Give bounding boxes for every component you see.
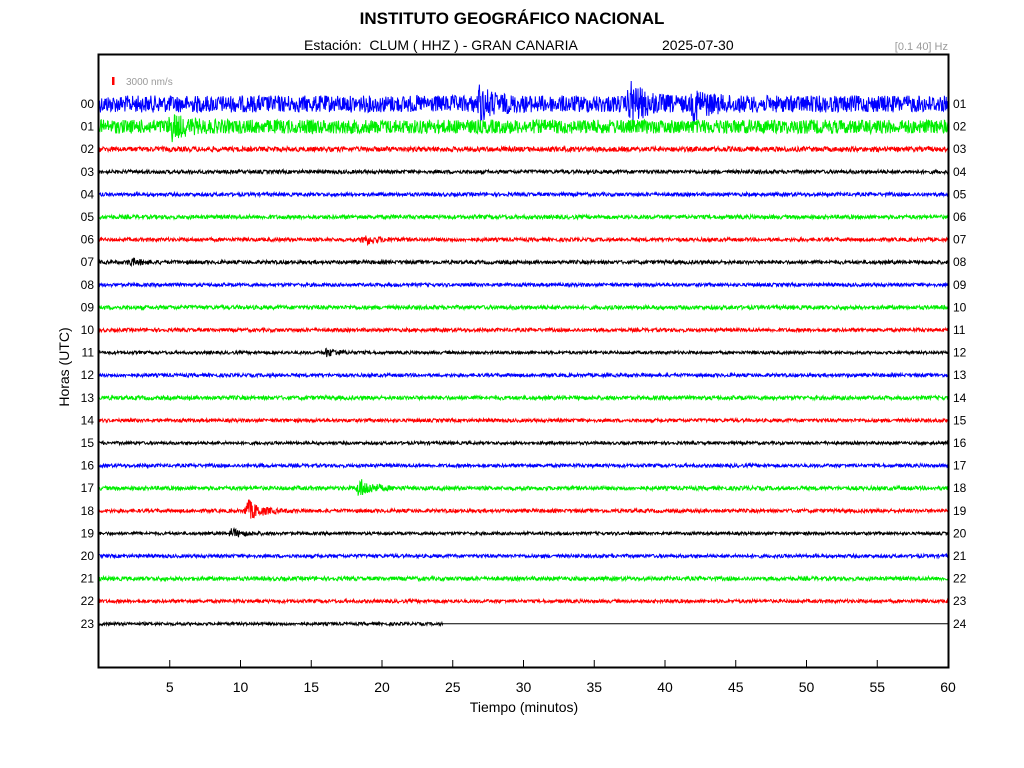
- x-tick-label: 20: [374, 679, 390, 695]
- x-tick-label: 10: [233, 679, 249, 695]
- trace-hour-12: [98, 371, 949, 379]
- trace-hour-21: [98, 574, 949, 583]
- amplitude-scale: 3000 nm/s: [112, 77, 173, 88]
- trace-hour-19: [98, 527, 949, 538]
- left-hour-label: 08: [81, 278, 95, 292]
- x-tick-label: 50: [799, 679, 815, 695]
- right-hour-label: 06: [953, 210, 967, 224]
- trace-hour-08: [98, 281, 949, 289]
- trace-hour-17: [98, 479, 949, 496]
- trace-hour-07: [98, 257, 949, 268]
- right-hour-label: 21: [953, 549, 967, 563]
- scale-bar-label: 3000 nm/s: [126, 77, 173, 88]
- trace-hour-11: [98, 347, 949, 358]
- trace-hour-14: [98, 416, 949, 424]
- left-hour-label: 17: [81, 481, 95, 495]
- right-hour-label: 05: [953, 187, 967, 201]
- right-hour-label: 10: [953, 300, 967, 314]
- left-hour-label: 22: [81, 594, 95, 608]
- left-hour-label: 18: [81, 504, 95, 518]
- trace-hour-10: [98, 326, 948, 334]
- right-hour-label: 23: [953, 594, 967, 608]
- right-hour-label: 18: [953, 481, 967, 495]
- trace-hour-20: [98, 552, 949, 560]
- x-tick-label: 35: [586, 679, 602, 695]
- plot-frame: [97, 53, 950, 669]
- trace-hour-09: [98, 303, 949, 312]
- x-tick-label: 45: [728, 679, 744, 695]
- trace-hour-05: [98, 213, 949, 221]
- right-hour-label: 04: [953, 165, 967, 179]
- right-hour-label: 19: [953, 504, 967, 518]
- left-hour-label: 14: [81, 413, 95, 427]
- left-hour-label: 04: [81, 187, 95, 201]
- right-hour-label: 03: [953, 142, 967, 156]
- x-axis-label: Tiempo (minutos): [469, 699, 579, 715]
- left-hour-label: 16: [81, 459, 95, 473]
- left-hour-label: 02: [81, 142, 95, 156]
- trace-hour-04: [98, 190, 949, 199]
- right-hour-label: 16: [953, 436, 967, 450]
- trace-hour-23: [98, 620, 444, 628]
- x-tick-label: 25: [445, 679, 461, 695]
- right-hour-axis: 01 02 03 04 05 06 07 08 09 10 11 12 13 14 15 16 17 18 19 20…: [953, 97, 967, 631]
- trace-hour-06: [98, 235, 949, 247]
- left-hour-label: 01: [81, 120, 95, 134]
- right-hour-label: 11: [953, 323, 966, 337]
- right-hour-label: 17: [953, 459, 967, 473]
- right-hour-label: 15: [953, 413, 967, 427]
- left-hour-label: 00: [81, 97, 95, 111]
- right-hour-label: 12: [953, 346, 967, 360]
- left-hour-label: 13: [81, 391, 95, 405]
- right-hour-label: 20: [953, 526, 967, 540]
- trace-hour-15: [98, 439, 949, 447]
- trace-hour-01: [98, 114, 949, 143]
- trace-hour-18: [98, 498, 949, 519]
- left-hour-axis: 00 01 02 03 04 05 06 07 08 09 10 11 12 13 14 15 16 17 18 19…: [81, 97, 95, 631]
- trace-hour-22: [98, 597, 949, 605]
- station-label: Estación: CLUM ( HHZ ) - GRAN CANARIA: [304, 37, 578, 53]
- x-tick-label: 40: [657, 679, 673, 695]
- scale-bar-mark: [112, 77, 115, 85]
- filter-band-label: [0.1 40] Hz: [894, 41, 948, 53]
- right-hour-label: 13: [953, 368, 967, 382]
- trace-hour-03: [98, 168, 949, 176]
- x-axis-ticks: 5 10 15 20 25 30 35 40 45 50 55 60: [166, 660, 956, 695]
- left-hour-label: 21: [81, 572, 95, 586]
- trace-hour-16: [98, 461, 949, 470]
- right-hour-label: 01: [953, 97, 967, 111]
- chart-title: INSTITUTO GEOGRÁFICO NACIONAL: [359, 9, 665, 28]
- right-hour-label: 24: [953, 617, 967, 631]
- y-axis-label: Horas (UTC): [56, 327, 72, 407]
- left-hour-label: 20: [81, 549, 95, 563]
- right-hour-label: 02: [953, 120, 967, 134]
- x-tick-label: 60: [940, 679, 956, 695]
- trace-group: [98, 80, 949, 628]
- trace-hour-00: [98, 80, 949, 124]
- left-hour-label: 23: [81, 617, 95, 631]
- trace-hour-13: [98, 393, 949, 402]
- date-label: 2025-07-30: [662, 37, 734, 53]
- right-hour-label: 22: [953, 572, 967, 586]
- x-tick-label: 30: [516, 679, 532, 695]
- right-hour-label: 14: [953, 391, 967, 405]
- left-hour-label: 11: [82, 346, 95, 360]
- left-hour-label: 06: [81, 233, 95, 247]
- x-tick-label: 15: [303, 679, 319, 695]
- right-hour-label: 07: [953, 233, 967, 247]
- left-hour-label: 19: [81, 526, 95, 540]
- left-hour-label: 05: [81, 210, 95, 224]
- left-hour-label: 10: [81, 323, 95, 337]
- x-tick-label: 5: [166, 679, 174, 695]
- left-hour-label: 07: [81, 255, 95, 269]
- left-hour-label: 03: [81, 165, 95, 179]
- left-hour-label: 09: [81, 300, 95, 314]
- left-hour-label: 12: [81, 368, 95, 382]
- right-hour-label: 08: [953, 255, 967, 269]
- left-hour-label: 15: [81, 436, 95, 450]
- x-tick-label: 55: [869, 679, 885, 695]
- trace-hour-02: [98, 144, 949, 154]
- right-hour-label: 09: [953, 278, 967, 292]
